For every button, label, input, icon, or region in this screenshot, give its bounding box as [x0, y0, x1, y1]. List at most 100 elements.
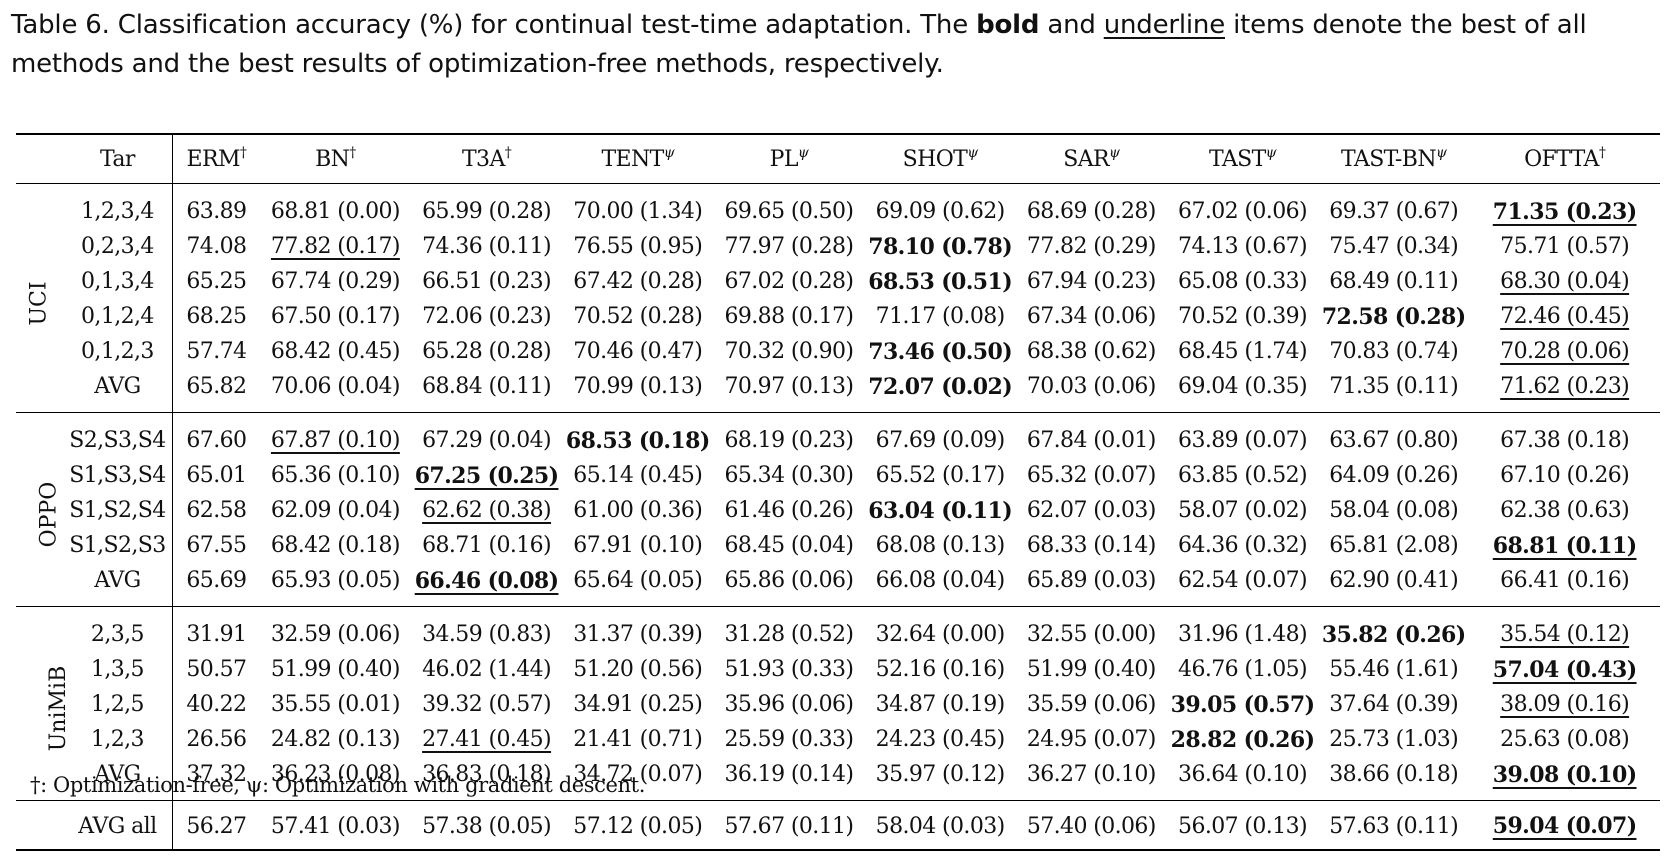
- cell-value: 76.55 (0.95): [573, 234, 703, 259]
- cell-value: 69.09 (0.62): [875, 199, 1006, 224]
- cell-value: 67.38 (0.18): [1500, 428, 1630, 453]
- table-cell: 26.56: [173, 722, 260, 757]
- cell-value: 36.23 (0.08): [270, 762, 401, 787]
- cell-value: 32.55 (0.00): [1026, 622, 1157, 647]
- table-cell: 58.04 (0.08): [1318, 493, 1469, 528]
- cell-value: 74.36 (0.11): [422, 234, 552, 259]
- cell-value: 68.53 (0.18): [565, 427, 710, 454]
- cell-value: 35.55 (0.01): [270, 692, 401, 717]
- table-cell: 69.04 (0.35): [1166, 369, 1319, 413]
- cell-value: 72.46 (0.45): [1500, 304, 1630, 329]
- results-table: Tar ERM† BN† T3A† TENTψ PLψ SHOTψ SARψ TASTψ TAS…: [16, 133, 1660, 851]
- table-cell: 68.45 (1.74): [1167, 334, 1318, 369]
- cell-value: 68.30 (0.04): [1500, 269, 1630, 294]
- table-row: 0,1,3,4 65.25 67.74 (0.29) 66.51 (0.23) 67.4…: [16, 264, 1660, 299]
- table-cell: 74.36 (0.11): [411, 229, 562, 264]
- table-cell: 24.23 (0.45): [865, 722, 1016, 757]
- table-row: S1,S2,S4 62.58 62.09 (0.04) 62.62 (0.38) 61.…: [16, 493, 1660, 528]
- table-row: 0,1,2,3 57.74 68.42 (0.45) 65.28 (0.28) 70.4…: [16, 334, 1660, 369]
- header-method-name: T3A: [461, 146, 505, 172]
- header-sar: SARψ: [1015, 133, 1167, 184]
- table-cell: 27.41 (0.45): [411, 722, 562, 757]
- table-cell: 62.09 (0.04): [260, 493, 411, 528]
- target-domain: AVG: [62, 369, 173, 413]
- table-cell: 46.02 (1.44): [411, 652, 562, 687]
- cell-value: 65.89 (0.03): [1026, 568, 1157, 593]
- cell-value: 77.82 (0.29): [1026, 234, 1157, 259]
- table-cell: 74.13 (0.67): [1167, 229, 1318, 264]
- table-cell: 67.10 (0.26): [1469, 458, 1660, 493]
- cell-value: 67.02 (0.28): [724, 269, 854, 294]
- table-cell: 65.64 (0.05): [562, 563, 714, 607]
- cell-value: 67.94 (0.23): [1026, 269, 1157, 294]
- table-row: AVG 65.82 70.06 (0.04) 68.84 (0.11) 70.99 (0…: [16, 369, 1660, 413]
- cell-value: 68.49 (0.11): [1329, 269, 1459, 294]
- table-cell: 56.27: [172, 800, 260, 851]
- table-cell: 75.47 (0.34): [1318, 229, 1469, 264]
- cell-value: 57.38 (0.05): [422, 813, 552, 839]
- target-domain: S1,S2,S4: [62, 493, 173, 528]
- table-cell: 65.89 (0.03): [1015, 563, 1167, 607]
- table-cell: 65.93 (0.05): [259, 563, 411, 607]
- table-cell: 35.54 (0.12): [1469, 607, 1660, 653]
- header-group-spacer: [16, 133, 63, 184]
- cell-value: 68.45 (1.74): [1178, 339, 1308, 364]
- table-cell: 67.42 (0.28): [562, 264, 713, 299]
- cell-value: 66.51 (0.23): [422, 269, 552, 294]
- cell-value: 61.46 (0.26): [724, 498, 854, 523]
- table-cell: 72.06 (0.23): [411, 299, 562, 334]
- cell-value: 69.65 (0.50): [724, 199, 854, 224]
- cell-value: 75.71 (0.57): [1500, 234, 1630, 259]
- table-cell: 35.55 (0.01): [260, 687, 411, 722]
- cell-value: 68.25: [186, 304, 247, 329]
- header-tent: TENTψ: [562, 133, 714, 184]
- cell-value: 62.09 (0.04): [270, 498, 401, 523]
- cell-value: 64.09 (0.26): [1329, 463, 1459, 488]
- dataset-label: UCI: [16, 183, 63, 413]
- cell-value: 27.41 (0.45): [422, 727, 552, 752]
- table-cell: 68.42 (0.45): [260, 334, 411, 369]
- cell-value: 65.64 (0.05): [573, 568, 703, 593]
- table-cell: 65.81 (2.08): [1318, 528, 1469, 563]
- header-method-name: PL: [769, 146, 799, 172]
- table-cell: 66.08 (0.04): [864, 563, 1016, 607]
- cell-value: 64.36 (0.32): [1178, 533, 1308, 558]
- table-cell: 77.82 (0.29): [1016, 229, 1167, 264]
- cell-value: 25.63 (0.08): [1500, 727, 1630, 752]
- table-cell: 65.99 (0.28): [411, 184, 562, 230]
- table-cell: 52.16 (0.16): [865, 652, 1016, 687]
- table-cell: 67.91 (0.10): [562, 528, 713, 563]
- header-t3a: T3A†: [410, 133, 563, 184]
- table-cell: 78.10 (0.78): [865, 229, 1016, 264]
- target-domain: 0,1,2,3: [62, 334, 173, 369]
- table-cell: 70.99 (0.13): [562, 369, 714, 413]
- cell-value: 77.97 (0.28): [724, 234, 854, 259]
- cell-value: 32.59 (0.06): [270, 622, 401, 647]
- table-cell: 34.72 (0.07): [562, 757, 714, 801]
- target-domain: 2,3,5: [62, 606, 173, 652]
- table-cell: 68.45 (0.04): [713, 528, 864, 563]
- table-row: 1,2,3 26.56 24.82 (0.13) 27.41 (0.45) 21.41 …: [16, 722, 1660, 757]
- header-method-name: TAST: [1208, 146, 1266, 172]
- cell-value: 72.07 (0.02): [868, 373, 1013, 400]
- table-cell: 70.52 (0.39): [1167, 299, 1318, 334]
- table-cell: 34.87 (0.19): [865, 687, 1016, 722]
- table-cell: 68.71 (0.16): [411, 528, 562, 563]
- table-cell: 39.08 (0.10): [1469, 757, 1660, 801]
- table-cell: 65.82: [172, 369, 260, 413]
- table-cell: 37.64 (0.39): [1318, 687, 1469, 722]
- cell-value: 66.46 (0.08): [414, 567, 559, 594]
- table-caption: Table 6. Classification accuracy (%) for…: [11, 6, 1661, 84]
- table-cell: 63.04 (0.11): [865, 493, 1016, 528]
- cell-value: 78.10 (0.78): [868, 233, 1013, 260]
- cell-value: 25.73 (1.03): [1329, 727, 1459, 752]
- table-cell: 70.83 (0.74): [1318, 334, 1469, 369]
- table-cell: 61.46 (0.26): [713, 493, 864, 528]
- cell-value: 65.81 (2.08): [1329, 533, 1459, 558]
- table-cell: 34.91 (0.25): [562, 687, 713, 722]
- target-domain: S1,S3,S4: [62, 458, 173, 493]
- table-footnote: †: Optimization-free, ψ: Optimization wi…: [30, 773, 645, 797]
- cell-value: 67.60: [186, 428, 247, 453]
- cell-value: 67.34 (0.06): [1026, 304, 1157, 329]
- target-domain: 0,1,3,4: [62, 264, 173, 299]
